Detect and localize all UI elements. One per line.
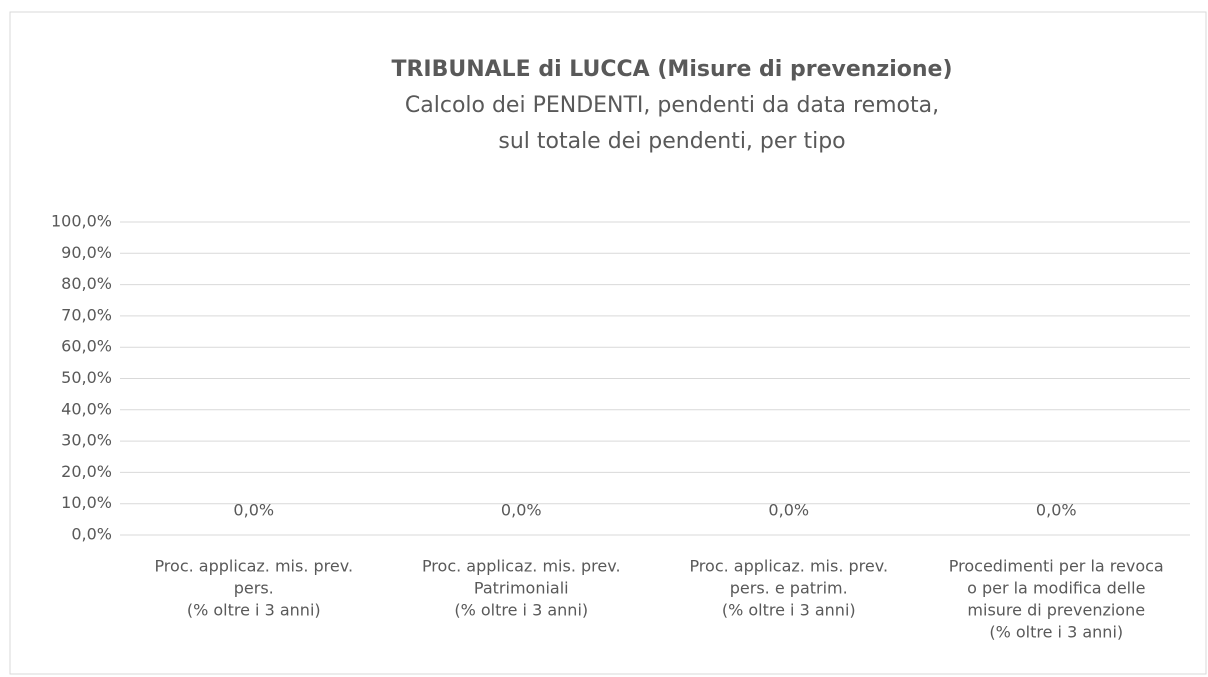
x-tick-label: misure di prevenzione [967,601,1145,620]
x-tick-label: Proc. applicaz. mis. prev. [422,557,621,576]
x-tick-label: (% oltre i 3 anni) [722,601,856,620]
y-tick-label: 40,0% [61,399,112,418]
x-tick-label: Proc. applicaz. mis. prev. [154,557,353,576]
data-label: 0,0% [768,501,809,520]
x-tick-label: Proc. applicaz. mis. prev. [689,557,888,576]
x-tick-label: o per la modifica delle [967,579,1145,598]
y-tick-label: 20,0% [61,462,112,481]
data-label: 0,0% [1036,501,1077,520]
y-tick-label: 90,0% [61,243,112,262]
x-tick-label: Patrimoniali [474,579,569,598]
y-tick-label: 70,0% [61,305,112,324]
y-tick-label: 10,0% [61,493,112,512]
x-tick-label: (% oltre i 3 anni) [454,601,588,620]
y-tick-label: 0,0% [71,525,112,544]
x-tick-label: pers. [234,579,274,598]
y-tick-label: 80,0% [61,274,112,293]
y-tick-label: 30,0% [61,431,112,450]
chart-subtitle: sul totale dei pendenti, per tipo [498,129,845,154]
data-label: 0,0% [501,501,542,520]
y-tick-label: 50,0% [61,368,112,387]
y-tick-label: 60,0% [61,337,112,356]
x-tick-label: Procedimenti per la revoca [949,557,1164,576]
x-tick-label: (% oltre i 3 anni) [187,601,321,620]
chart-subtitle: Calcolo dei PENDENTI, pendenti da data r… [405,93,939,118]
x-tick-label: pers. e patrim. [730,579,848,598]
chart-title: TRIBUNALE di LUCCA (Misure di prevenzion… [391,57,952,82]
data-label: 0,0% [233,501,274,520]
x-tick-label: (% oltre i 3 anni) [989,623,1123,642]
chart-border [9,11,1207,675]
y-tick-label: 100,0% [51,212,112,231]
